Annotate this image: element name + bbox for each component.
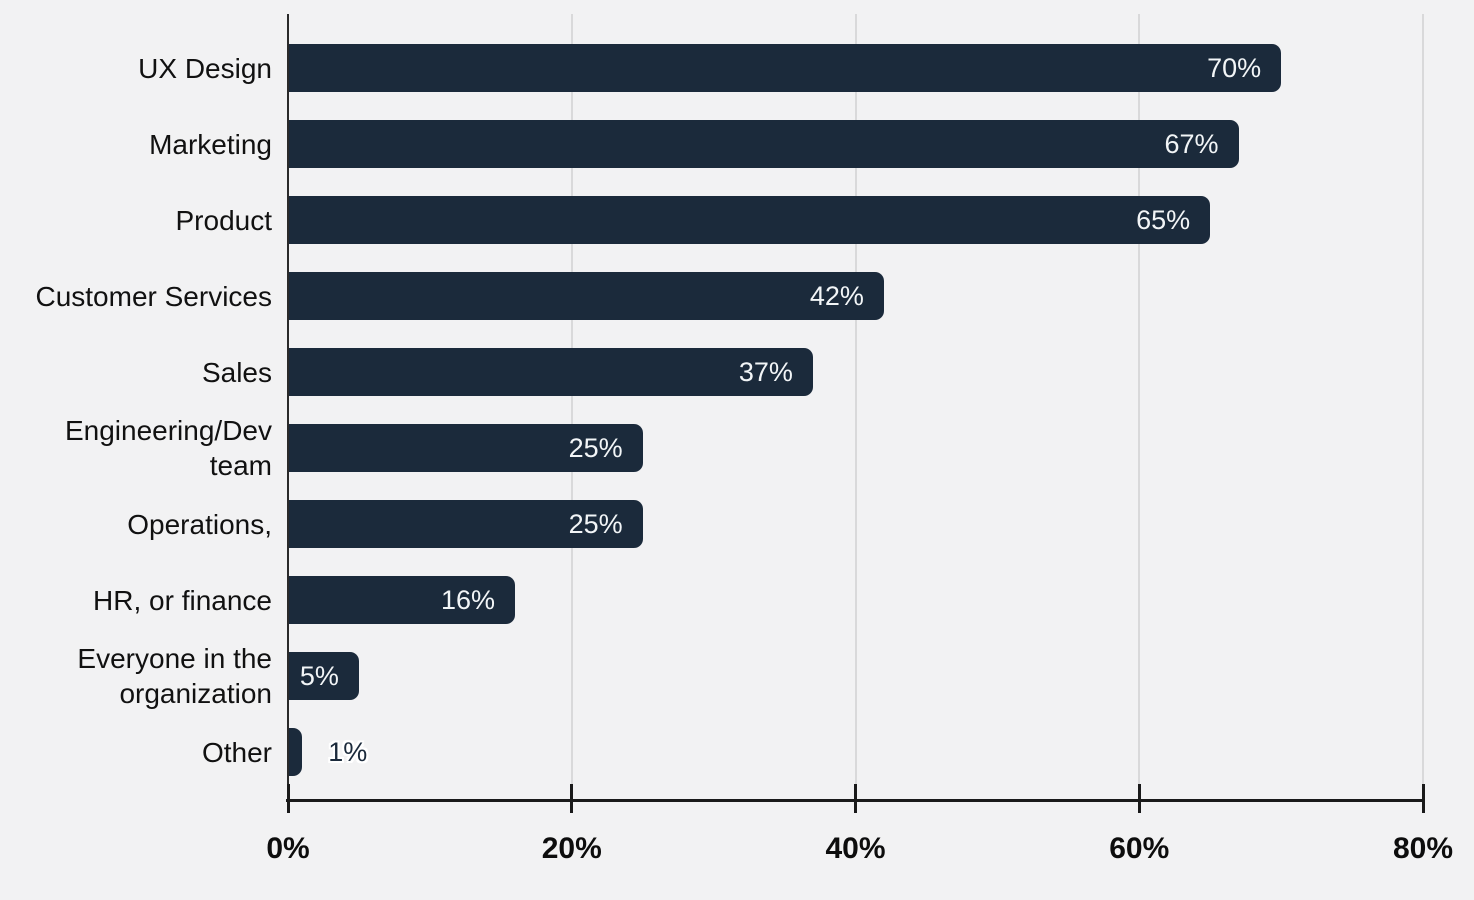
category-label: UX Design — [138, 52, 272, 84]
category-label: Product — [175, 204, 273, 236]
bar-value-label: 5% — [299, 660, 339, 691]
bar: 37% — [288, 348, 813, 396]
gridline — [1138, 14, 1141, 800]
category-label: Engineering/Dev team — [64, 415, 272, 481]
bar: 25% — [288, 500, 643, 548]
x-axis-tick — [570, 784, 574, 813]
bar: 42% — [288, 272, 884, 320]
category-label: HR, or finance — [93, 584, 272, 616]
category-label: Other — [201, 736, 272, 768]
x-axis-tick-label: 80% — [1392, 832, 1454, 865]
x-axis-tick-label: 0% — [266, 832, 310, 865]
bar: 16% — [288, 576, 515, 624]
gridline — [1422, 14, 1424, 800]
bar-value-label: 37% — [738, 356, 793, 387]
x-axis-tick — [1421, 784, 1425, 813]
bar: 67% — [288, 120, 1239, 168]
bar-value-label: 16% — [440, 584, 495, 615]
category-label: Customer Services — [35, 280, 272, 312]
bar: 5% — [288, 652, 359, 700]
bar: 65% — [288, 196, 1211, 244]
bar-value-label: 1% — [328, 736, 368, 767]
bar: 25% — [288, 424, 643, 472]
bar-value-label: 25% — [568, 432, 623, 463]
x-axis-tick-label: 20% — [541, 832, 602, 865]
category-label: Sales — [201, 356, 272, 388]
x-axis-tick — [286, 784, 290, 813]
x-axis-tick-label: 60% — [1109, 832, 1170, 865]
bar: 70% — [288, 44, 1282, 92]
bar-value-label: 65% — [1136, 204, 1191, 235]
x-axis-tick — [854, 784, 857, 813]
bar-value-label: 25% — [568, 508, 623, 539]
bar: 1% — [288, 728, 367, 776]
category-label: Marketing — [149, 128, 272, 160]
x-axis-tick-label: 40% — [825, 832, 886, 865]
y-axis-line — [287, 14, 289, 802]
category-label: Everyone in the organization — [77, 643, 272, 709]
gridline — [854, 14, 857, 800]
gridline — [570, 14, 573, 800]
bar-value-label: 42% — [809, 280, 864, 311]
bar-value-label: 67% — [1164, 128, 1219, 159]
bar-value-label: 70% — [1207, 52, 1262, 83]
x-axis-tick — [1137, 784, 1141, 813]
category-label: Operations, — [127, 508, 272, 540]
